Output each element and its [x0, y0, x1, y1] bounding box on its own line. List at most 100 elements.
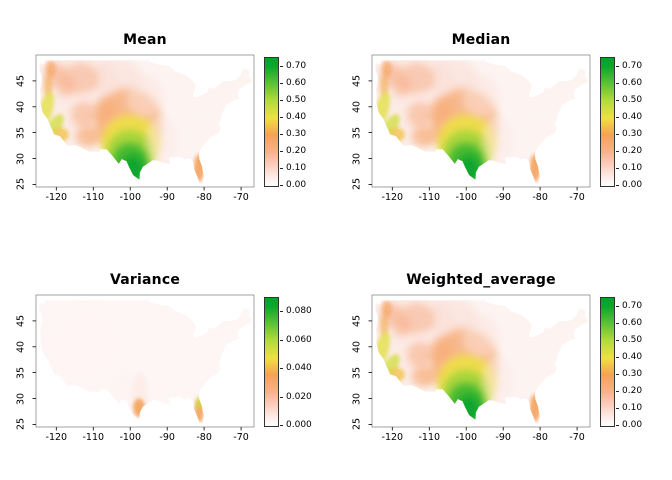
legend-tick-label: 0.10: [622, 402, 643, 413]
legend-tick-label: 0.20: [286, 145, 307, 156]
legend-tick-label: 0.080: [286, 306, 312, 317]
color-legend-median: 0.00 0.10 0.20 0.30 0.40 0.50 0.60 0.70: [600, 55, 672, 190]
y-tick-label: 40: [351, 340, 363, 353]
us-raster-map-weighted-average: [368, 294, 591, 431]
legend-tick-label: 0.040: [286, 363, 312, 374]
y-tick-label: 30: [15, 152, 27, 165]
y-tick-label: 25: [15, 178, 27, 191]
us-raster-map-median: [368, 54, 591, 191]
legend-tick-label: 0.10: [622, 162, 643, 173]
legend-tick-mark: [280, 116, 283, 118]
legend-tick-label: 0.00: [622, 420, 643, 430]
legend-tick-mark: [280, 339, 283, 341]
panel-title-variance: Variance: [109, 272, 181, 288]
legend-tick-label: 0.060: [286, 334, 312, 345]
x-tick-label: -90: [159, 192, 175, 203]
panel-mean: Mean -120 -110 -100 -90 -80 -70 25 30 35 40 45 0.…: [0, 0, 336, 240]
legend-tick-mark: [616, 167, 619, 169]
x-tick-label: -100: [119, 432, 141, 443]
legend-tick-label: 0.40: [622, 351, 643, 362]
y-tick-label: 45: [15, 74, 27, 87]
legend-tick-label: 0.30: [622, 128, 643, 139]
legend-tick-mark: [616, 82, 619, 84]
legend-colorbar: [264, 297, 279, 427]
legend-tick-label: 0.020: [286, 391, 312, 402]
legend-colorbar: [600, 297, 615, 427]
legend-tick-label: 0.70: [286, 60, 307, 71]
us-raster-map-mean: [32, 54, 255, 191]
x-tick-label: -90: [495, 432, 511, 443]
x-tick-label: -70: [233, 192, 249, 203]
x-tick-label: -110: [418, 432, 441, 443]
legend-tick-label: 0.60: [622, 77, 643, 88]
panel-weighted-average: Weighted_average -120 -110 -100 -90 -80 -70 2…: [336, 240, 672, 480]
y-tick-label: 35: [15, 126, 27, 139]
legend-tick-mark: [616, 373, 619, 375]
legend-tick-label: 0.50: [286, 94, 307, 105]
x-tick-label: -110: [82, 432, 105, 443]
x-tick-label: -110: [82, 192, 105, 203]
legend-tick-mark: [280, 99, 283, 101]
x-tick-label: -120: [381, 192, 404, 203]
y-tick-label: 35: [351, 366, 363, 379]
y-tick-label: 35: [15, 366, 27, 379]
legend-tick-label: 0.000: [286, 420, 312, 430]
legend-tick-label: 0.30: [286, 128, 307, 139]
y-tick-label: 35: [351, 126, 363, 139]
legend-tick-label: 0.00: [286, 180, 307, 190]
x-tick-label: -100: [119, 192, 141, 203]
legend-tick-mark: [616, 116, 619, 118]
x-tick-label: -70: [569, 192, 585, 203]
y-tick-label: 25: [351, 178, 363, 191]
color-legend-mean: 0.00 0.10 0.20 0.30 0.40 0.50 0.60 0.70: [264, 55, 336, 190]
legend-tick-mark: [616, 339, 619, 341]
legend-tick-label: 0.70: [622, 60, 643, 71]
panel-title-weighted-average: Weighted_average: [406, 272, 556, 288]
legend-tick-mark: [280, 167, 283, 169]
legend-tick-mark: [616, 99, 619, 101]
color-legend-variance: 0.000 0.020 0.040 0.060 0.080: [264, 295, 336, 430]
legend-tick-label: 0.50: [622, 94, 643, 105]
x-tick-label: -120: [45, 432, 68, 443]
legend-tick-mark: [616, 305, 619, 307]
legend-tick-label: 0.40: [286, 111, 307, 122]
legend-tick-mark: [280, 133, 283, 135]
legend-tick-mark: [280, 65, 283, 67]
legend-tick-label: 0.20: [622, 385, 643, 396]
legend-tick-label: 0.40: [622, 111, 643, 122]
x-tick-label: -120: [45, 192, 68, 203]
x-tick-label: -100: [455, 192, 477, 203]
legend-colorbar: [600, 57, 615, 187]
legend-tick-mark: [616, 322, 619, 324]
panel-title-median: Median: [451, 32, 511, 48]
x-tick-label: -90: [495, 192, 511, 203]
legend-tick-mark: [280, 311, 283, 313]
y-tick-label: 40: [15, 100, 27, 113]
x-tick-label: -70: [569, 432, 585, 443]
legend-tick-label: 0.60: [622, 317, 643, 328]
legend-colorbar: [264, 57, 279, 187]
legend-tick-mark: [616, 425, 619, 426]
legend-tick-mark: [616, 185, 619, 186]
y-tick-label: 45: [351, 314, 363, 327]
panel-title-mean: Mean: [123, 32, 167, 48]
legend-tick-mark: [616, 407, 619, 409]
panel-variance: Variance -120 -110 -100 -90 -80 -70 25 30 35 40 4…: [0, 240, 336, 480]
legend-tick-mark: [280, 396, 283, 398]
panel-median: Median -120 -110 -100 -90 -80 -70 25 30 35 40 45 …: [336, 0, 672, 240]
y-tick-label: 25: [351, 418, 363, 431]
legend-tick-mark: [616, 390, 619, 392]
x-tick-label: -80: [196, 192, 212, 203]
legend-tick-mark: [616, 150, 619, 152]
legend-tick-mark: [280, 368, 283, 370]
y-tick-label: 30: [351, 152, 363, 165]
x-tick-label: -80: [532, 192, 548, 203]
x-tick-label: -90: [159, 432, 175, 443]
y-tick-label: 40: [15, 340, 27, 353]
x-tick-label: -100: [455, 432, 477, 443]
legend-tick-label: 0.50: [622, 334, 643, 345]
legend-tick-label: 0.00: [622, 180, 643, 190]
y-tick-label: 30: [351, 392, 363, 405]
y-tick-label: 45: [351, 74, 363, 87]
